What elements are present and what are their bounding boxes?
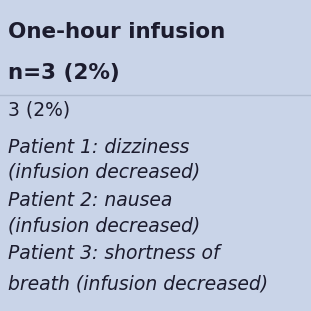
Text: Patient 1: dizziness: Patient 1: dizziness [8,138,189,157]
Text: (infusion decreased): (infusion decreased) [8,216,200,235]
Text: Patient 3: shortness of: Patient 3: shortness of [8,244,220,263]
Text: n=3 (2%): n=3 (2%) [8,63,120,83]
Text: Patient 2: nausea: Patient 2: nausea [8,191,172,210]
Text: breath (infusion decreased): breath (infusion decreased) [8,274,268,293]
Text: (infusion decreased): (infusion decreased) [8,163,200,182]
Text: 3 (2%): 3 (2%) [8,101,70,120]
Text: One-hour infusion: One-hour infusion [8,22,225,42]
